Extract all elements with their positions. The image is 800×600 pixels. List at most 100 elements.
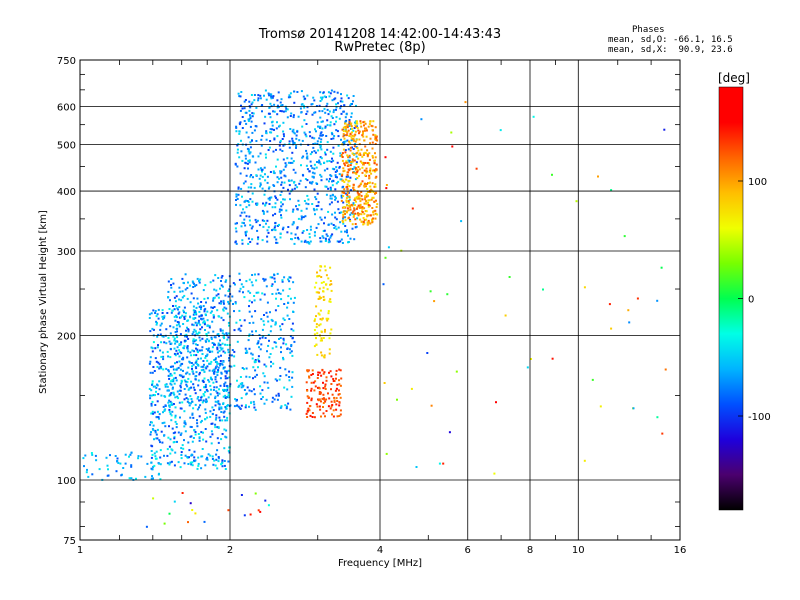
data-point [342,222,345,225]
data-point [205,388,208,391]
data-point [204,339,207,342]
data-point [254,369,257,372]
data-point [355,121,358,124]
data-point [175,423,178,425]
data-point [214,423,217,426]
data-point [216,374,219,377]
data-point [224,370,227,373]
data-point [248,278,251,281]
data-point [198,371,201,374]
data-point [168,445,171,448]
data-point [374,183,377,186]
data-point [174,376,177,379]
data-point [170,401,173,404]
data-point [206,297,209,300]
data-point [184,393,187,396]
data-point [174,362,176,365]
data-point [182,347,185,350]
data-point [204,411,207,414]
data-point [151,380,154,383]
data-point [307,198,310,201]
data-point [344,164,346,167]
data-point [248,161,251,164]
data-point [301,231,304,234]
data-point [193,350,196,353]
data-point [310,164,313,167]
data-point [293,90,296,93]
data-point [318,274,321,277]
data-point [156,346,159,349]
data-point [298,182,301,185]
data-point [190,386,193,389]
data-point [227,394,230,397]
data-point [183,462,186,465]
data-point [311,416,314,418]
data-point [196,333,199,336]
data-point [350,160,352,163]
data-point [357,212,359,215]
data-point [213,459,216,462]
data-point [371,129,374,132]
data-point [359,203,362,206]
data-point [204,418,207,421]
data-point [217,369,220,371]
data-point [259,174,262,177]
y-tick-label: 400 [57,187,76,198]
data-point [224,406,227,408]
data-point [351,152,354,155]
data-point [180,454,183,456]
data-point [287,278,290,281]
data-point [218,335,220,338]
data-point [375,135,378,138]
data-point [202,379,205,382]
data-point [305,381,308,384]
data-point [200,314,203,317]
data-point [187,330,190,333]
data-point [281,150,284,152]
data-point [316,183,319,185]
data-point [371,141,374,144]
data-point [171,309,174,312]
data-point [224,377,227,380]
data-point [178,401,181,404]
data-point [154,431,157,434]
data-point [245,367,248,370]
y-tick-label: 750 [57,56,76,67]
data-point [248,109,251,112]
data-point [159,365,162,368]
data-point [251,155,254,158]
data-point [224,343,227,346]
data-point [331,99,334,102]
data-point [369,142,372,145]
data-point [347,234,349,237]
data-point [248,405,250,408]
data-point [171,427,174,430]
data-point [353,209,356,212]
data-point [194,392,197,395]
data-point [367,199,370,202]
data-point [217,344,220,347]
data-point [151,400,154,403]
data-point [173,339,176,342]
data-point [213,306,216,308]
data-point [249,291,252,294]
data-point [347,129,350,132]
data-point [173,435,176,438]
data-point [181,290,184,293]
data-point [153,370,156,372]
y-tick-label: 300 [57,247,76,258]
data-point [354,218,357,221]
data-point [271,96,274,99]
data-point [220,316,223,319]
data-point [317,201,320,204]
data-point [208,369,211,372]
data-point [276,99,279,102]
data-point [303,106,306,109]
data-point [325,317,328,320]
data-point [174,340,177,343]
data-point [209,281,212,284]
data-point [283,303,286,305]
data-point [263,363,266,366]
data-point [319,318,322,321]
data-point [181,376,184,379]
